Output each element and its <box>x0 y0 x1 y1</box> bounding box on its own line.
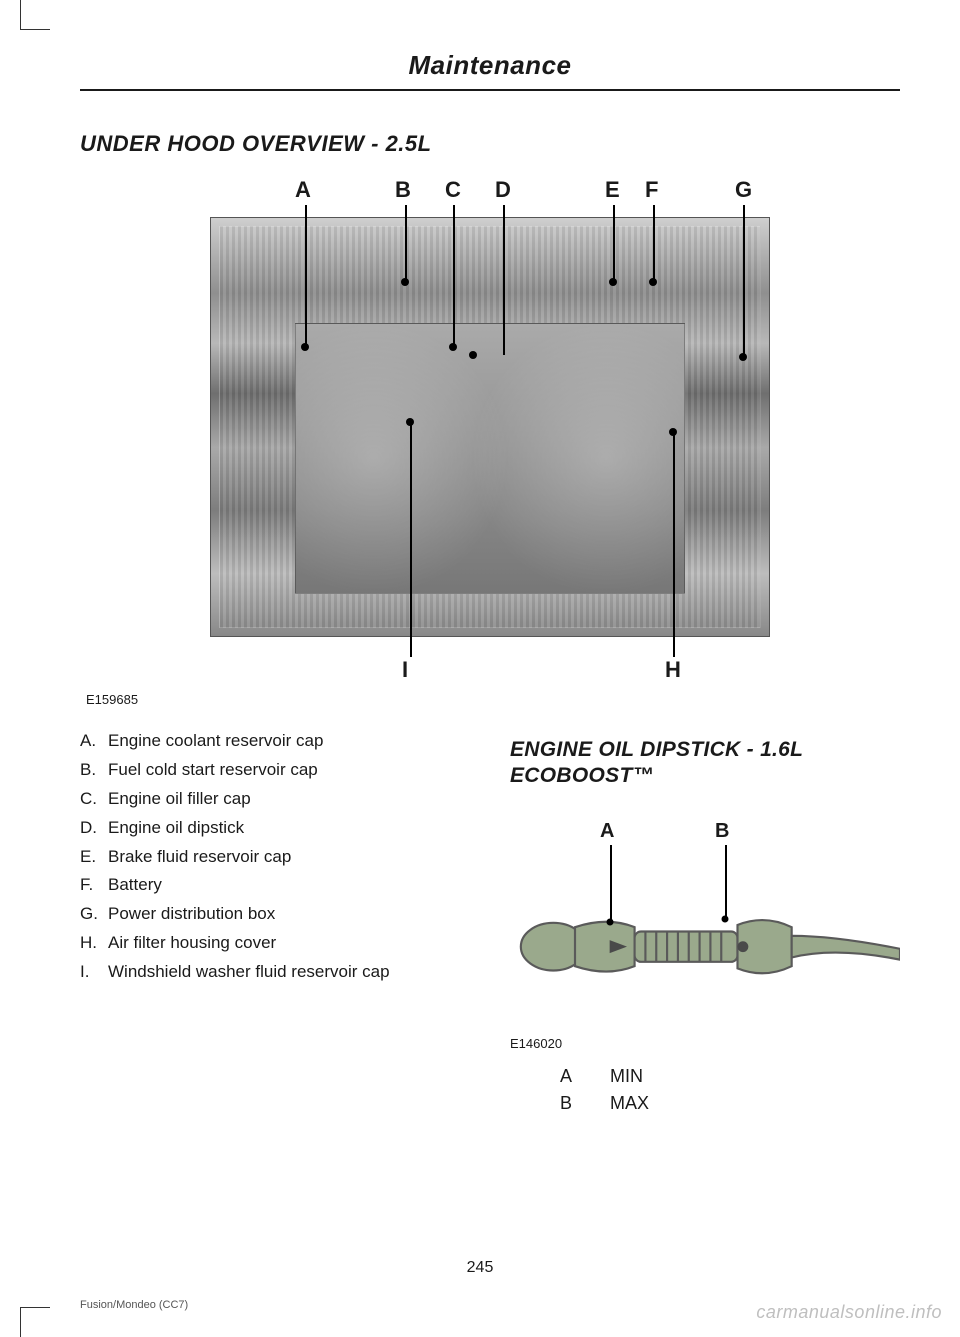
legend-text: Engine coolant reservoir cap <box>108 727 323 756</box>
legend-letter: G. <box>80 900 108 929</box>
callout-label: I <box>402 657 408 683</box>
callout-line <box>305 205 307 345</box>
legend-item: B.Fuel cold start reservoir cap <box>80 756 470 785</box>
callout-line <box>503 205 505 355</box>
key-text: MIN <box>610 1063 643 1091</box>
callout-label: B <box>715 820 729 843</box>
engine-diagram: A B C D EF G H I <box>210 177 770 687</box>
legend-text: Engine oil dipstick <box>108 814 244 843</box>
legend-letter: I. <box>80 958 108 987</box>
callout-line <box>405 205 407 280</box>
footer-model: Fusion/Mondeo (CC7) <box>80 1299 188 1311</box>
legend-letter: E. <box>80 843 108 872</box>
callout-dot <box>469 351 477 359</box>
callout-label: B <box>395 177 411 203</box>
legend-text: Windshield washer fluid reservoir cap <box>108 958 390 987</box>
callout-line <box>453 205 455 345</box>
callout-dot <box>609 278 617 286</box>
callout-label: H <box>665 657 681 683</box>
divider <box>80 89 900 91</box>
legend-item: C.Engine oil filler cap <box>80 785 470 814</box>
callout-label: A <box>600 820 614 843</box>
key-text: MAX <box>610 1090 649 1118</box>
legend-text: Brake fluid reservoir cap <box>108 843 291 872</box>
figure-id: E146020 <box>510 1036 900 1051</box>
key-letter: B <box>560 1090 610 1118</box>
callout-dot <box>449 343 457 351</box>
legend-text: Fuel cold start reservoir cap <box>108 756 318 785</box>
legend-text: Engine oil filler cap <box>108 785 251 814</box>
key-row: BMAX <box>560 1090 900 1118</box>
callout-dot <box>722 915 729 922</box>
callout-dot <box>669 428 677 436</box>
legend-item: A.Engine coolant reservoir cap <box>80 727 470 756</box>
callout-line <box>613 205 615 280</box>
callout-dot <box>649 278 657 286</box>
key-letter: A <box>560 1063 610 1091</box>
legend-item: G.Power distribution box <box>80 900 470 929</box>
legend-item: I.Windshield washer fluid reservoir cap <box>80 958 470 987</box>
callout-dot <box>739 353 747 361</box>
callout-line <box>743 205 745 355</box>
dipstick-diagram: AB <box>510 820 900 1030</box>
two-column-area: A.Engine coolant reservoir capB.Fuel col… <box>80 727 900 1118</box>
callout-label: F <box>645 177 658 203</box>
legend-letter: F. <box>80 871 108 900</box>
legend-letter: B. <box>80 756 108 785</box>
engine-bay-illustration <box>210 217 770 637</box>
section-title: UNDER HOOD OVERVIEW - 2.5L <box>80 131 900 157</box>
callout-dot <box>406 418 414 426</box>
callout-line <box>725 845 727 917</box>
legend-letter: D. <box>80 814 108 843</box>
legend-text: Power distribution box <box>108 900 275 929</box>
callout-label: A <box>295 177 311 203</box>
page: Maintenance UNDER HOOD OVERVIEW - 2.5L A… <box>0 0 960 1337</box>
legend-text: Air filter housing cover <box>108 929 276 958</box>
chapter-title: Maintenance <box>80 50 900 81</box>
legend-item: H.Air filter housing cover <box>80 929 470 958</box>
dipstick-section-title: ENGINE OIL DIPSTICK - 1.6L ECOBOOST™ <box>510 737 900 790</box>
callout-line <box>653 205 655 280</box>
callout-line <box>610 845 612 920</box>
legend-letter: A. <box>80 727 108 756</box>
callout-line <box>673 432 675 657</box>
callout-label: D <box>495 177 511 203</box>
legend-item: F.Battery <box>80 871 470 900</box>
legend-text: Battery <box>108 871 162 900</box>
dipstick-key-table: AMINBMAX <box>560 1063 900 1119</box>
legend-column: A.Engine coolant reservoir capB.Fuel col… <box>80 727 470 1118</box>
legend-letter: C. <box>80 785 108 814</box>
dipstick-illustration <box>510 860 900 990</box>
legend-list: A.Engine coolant reservoir capB.Fuel col… <box>80 727 470 987</box>
engine-diagram-wrap: A B C D EF G H I E159685 <box>80 177 900 707</box>
legend-letter: H. <box>80 929 108 958</box>
callout-dot <box>607 918 614 925</box>
callout-label: E <box>605 177 620 203</box>
key-row: AMIN <box>560 1063 900 1091</box>
watermark: carmanualsonline.info <box>756 1302 942 1323</box>
callout-line <box>410 422 412 657</box>
legend-item: E.Brake fluid reservoir cap <box>80 843 470 872</box>
callout-label: G <box>735 177 752 203</box>
figure-id: E159685 <box>86 692 900 707</box>
dipstick-column: ENGINE OIL DIPSTICK - 1.6L ECOBOOST™ <box>510 727 900 1118</box>
callout-dot <box>301 343 309 351</box>
page-number: 245 <box>0 1259 960 1277</box>
callout-label: C <box>445 177 461 203</box>
callout-dot <box>401 278 409 286</box>
legend-item: D.Engine oil dipstick <box>80 814 470 843</box>
